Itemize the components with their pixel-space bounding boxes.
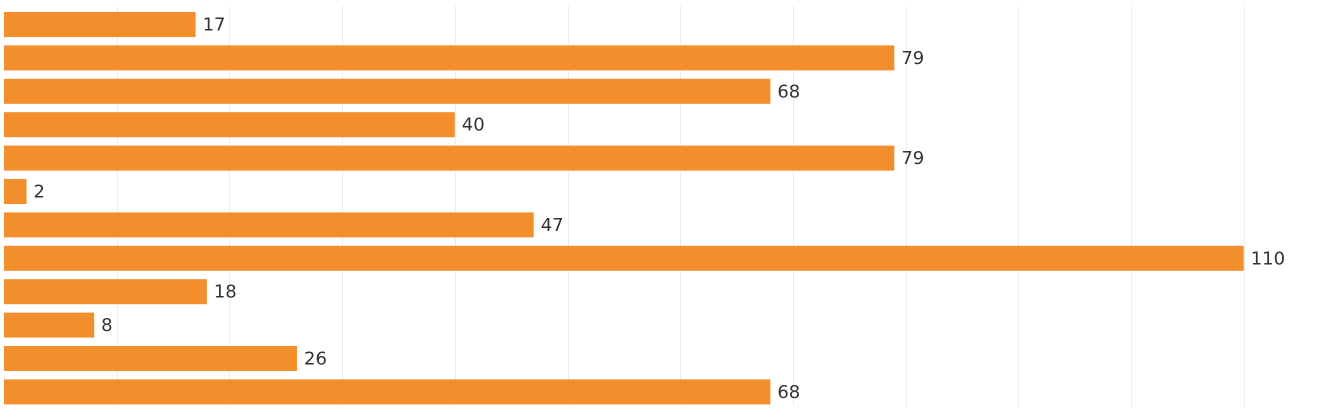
bar — [4, 78, 771, 104]
bar — [4, 179, 27, 204]
data-labels: 17 79 68 40 79 2 47 110 18 8 26 68 — [34, 15, 1286, 403]
bars — [4, 12, 1244, 405]
bar-value-label: 79 — [901, 48, 924, 69]
bar — [4, 212, 534, 238]
bar — [4, 145, 895, 171]
bar-value-label: 68 — [777, 81, 800, 102]
bar — [4, 379, 771, 405]
bar — [4, 45, 895, 71]
bar-value-label: 79 — [901, 148, 924, 169]
gridlines — [117, 6, 1245, 406]
bar-value-label: 68 — [777, 382, 800, 403]
bar — [4, 346, 298, 371]
bar — [4, 279, 207, 305]
bar-value-label: 110 — [1251, 248, 1285, 269]
bar-value-label: 2 — [34, 182, 45, 203]
bar-value-label: 26 — [304, 349, 327, 370]
bar-value-label: 17 — [203, 15, 226, 36]
bar-value-label: 8 — [101, 315, 112, 336]
bar-value-label: 18 — [214, 282, 237, 303]
bar — [4, 245, 1244, 271]
bar-value-label: 47 — [541, 215, 564, 236]
bar-value-label: 40 — [462, 115, 485, 136]
bar — [4, 112, 455, 138]
bar — [4, 312, 95, 338]
bar — [4, 12, 196, 37]
